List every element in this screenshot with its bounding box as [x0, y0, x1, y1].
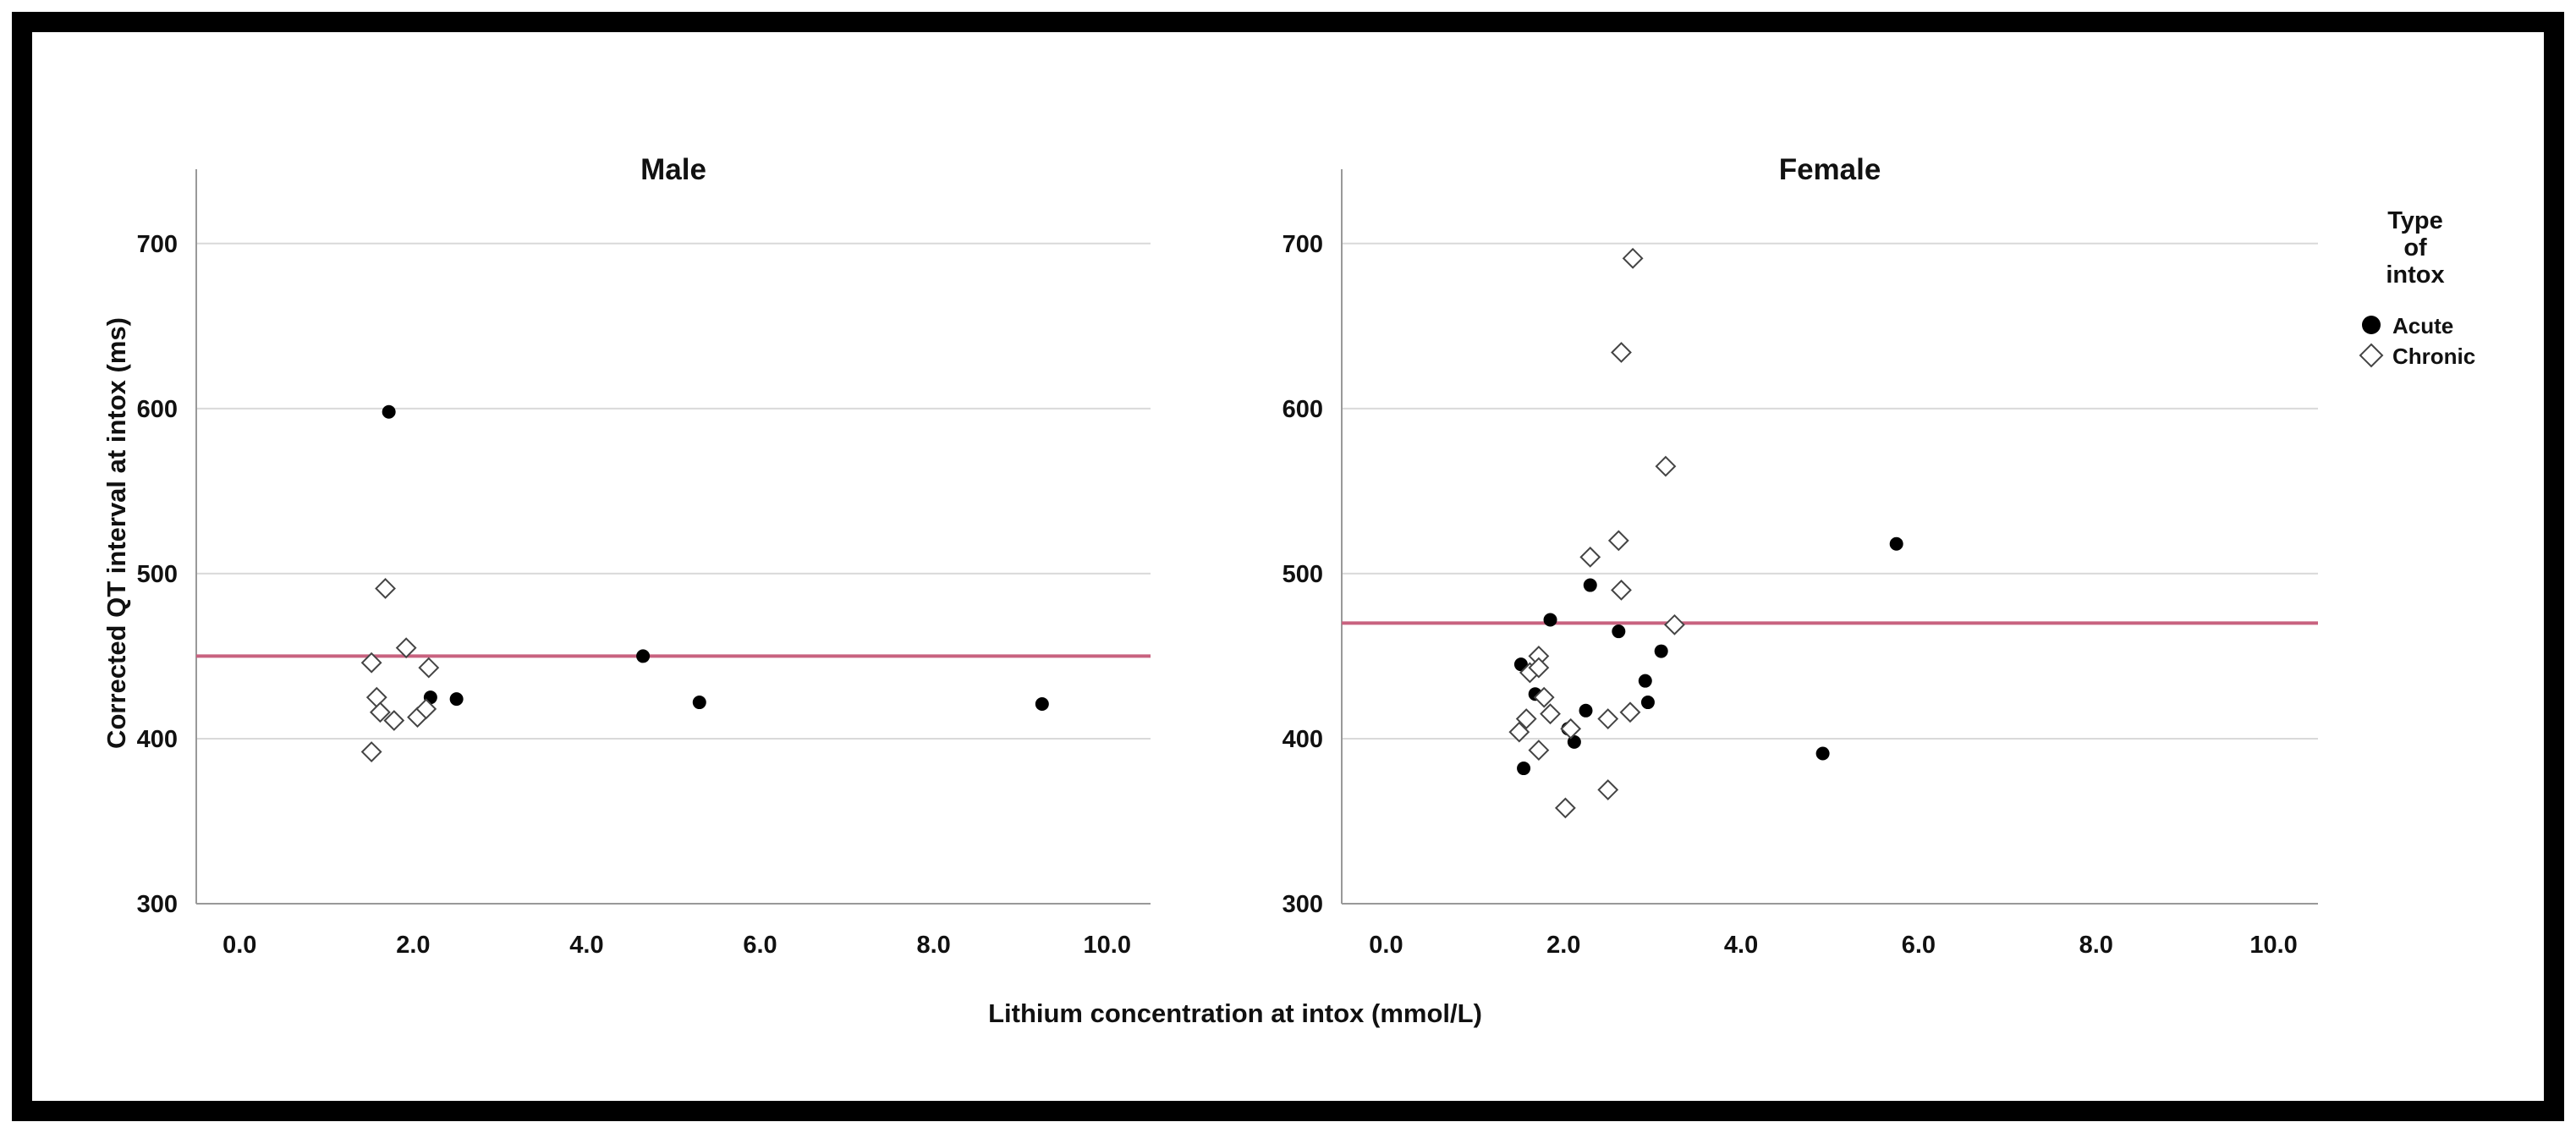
- chronic-point: [1533, 686, 1555, 708]
- chronic-point: [395, 637, 417, 659]
- acute-point: [692, 696, 706, 710]
- legend-title-line: of: [2403, 234, 2427, 261]
- x-tick-label: 8.0: [2079, 932, 2113, 959]
- y-tick-label: 600: [1283, 396, 1323, 423]
- y-tick-label: 300: [137, 891, 178, 918]
- x-tick-label: 0.0: [1369, 932, 1403, 959]
- chronic-point: [418, 657, 440, 679]
- x-tick-label: 6.0: [743, 932, 777, 959]
- legend-entry-label: Acute: [2392, 313, 2453, 338]
- legend-entry-label: Chronic: [2392, 344, 2475, 369]
- y-tick-label: 700: [137, 231, 178, 258]
- panel-title: Female: [1779, 153, 1881, 186]
- acute-point: [1889, 536, 1903, 551]
- acute-point: [1654, 644, 1668, 658]
- x-tick-label: 6.0: [1902, 932, 1936, 959]
- panel-title: Male: [640, 153, 706, 186]
- x-tick-label: 4.0: [1724, 932, 1758, 959]
- legend-title-line: intox: [2386, 261, 2444, 289]
- x-tick-label: 8.0: [916, 932, 950, 959]
- legend-acute-marker: [2362, 316, 2381, 334]
- chronic-point: [1655, 455, 1677, 477]
- figure-frame: [12, 12, 2564, 1121]
- legend-title-line: Type: [2387, 207, 2443, 234]
- y-tick-label: 300: [1283, 891, 1323, 918]
- chronic-point: [1597, 708, 1619, 729]
- x-tick-label: 10.0: [2249, 932, 2297, 959]
- chronic-point: [1611, 342, 1632, 363]
- acute-point: [382, 404, 396, 419]
- y-tick-label: 400: [1283, 726, 1323, 753]
- acute-point: [1815, 746, 1830, 761]
- acute-point: [1579, 703, 1593, 718]
- y-tick-label: 600: [137, 396, 178, 423]
- chronic-point: [375, 578, 396, 599]
- acute-point: [1543, 613, 1557, 627]
- y-tick-label: 400: [137, 726, 178, 753]
- chronic-point: [1508, 721, 1530, 743]
- x-tick-label: 2.0: [1546, 932, 1580, 959]
- chronic-point: [1540, 703, 1561, 725]
- x-tick-label: 4.0: [569, 932, 603, 959]
- acute-point: [1583, 578, 1597, 592]
- legend-chronic-marker: [2359, 343, 2384, 368]
- chronic-point: [1622, 247, 1644, 269]
- x-tick-label: 10.0: [1084, 932, 1131, 959]
- acute-point: [1035, 696, 1049, 711]
- chronic-point: [365, 686, 387, 708]
- y-tick-label: 500: [1283, 561, 1323, 588]
- acute-point: [636, 649, 651, 663]
- x-axis-label: Lithium concentration at intox (mmol/L): [988, 998, 1482, 1028]
- chronic-point: [1554, 797, 1576, 819]
- acute-point: [1638, 674, 1652, 688]
- y-axis-label: Corrected QT interval at intox (ms): [102, 317, 131, 749]
- chronic-point: [360, 741, 382, 762]
- y-tick-label: 700: [1283, 231, 1323, 258]
- chronic-point: [1597, 778, 1619, 800]
- acute-point: [1640, 696, 1655, 710]
- chronic-point: [1607, 530, 1629, 552]
- acute-point: [1517, 762, 1531, 776]
- x-tick-label: 0.0: [222, 932, 256, 959]
- chronic-point: [415, 698, 437, 720]
- chronic-point: [1528, 657, 1550, 679]
- chronic-point: [369, 701, 391, 723]
- chronic-point: [1579, 546, 1601, 568]
- chronic-point: [360, 652, 382, 674]
- chronic-point: [1560, 718, 1582, 740]
- chronic-point: [1528, 740, 1550, 762]
- acute-point: [1612, 624, 1626, 639]
- chronic-point: [1619, 701, 1641, 723]
- chronic-point: [1515, 708, 1537, 729]
- y-tick-label: 500: [137, 561, 178, 588]
- chronic-point: [1663, 613, 1685, 635]
- x-tick-label: 2.0: [396, 932, 430, 959]
- chronic-point: [1611, 579, 1632, 601]
- chronic-point: [383, 710, 405, 731]
- acute-point: [449, 692, 464, 707]
